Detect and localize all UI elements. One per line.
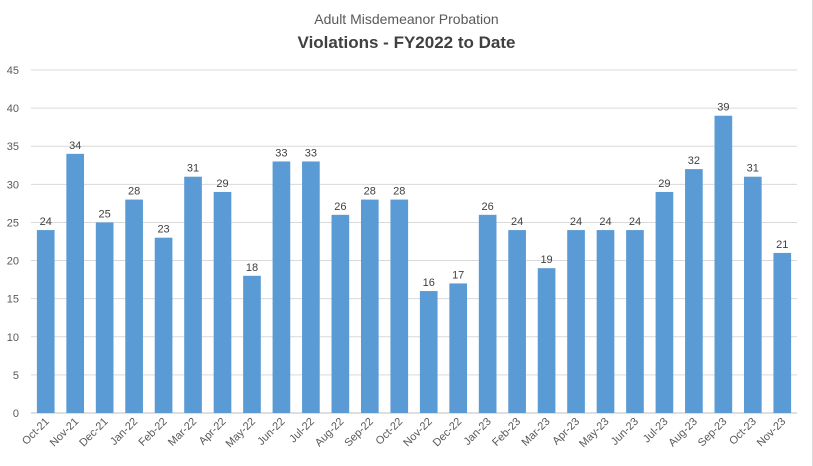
data-label: 31 xyxy=(187,163,199,175)
bar xyxy=(213,191,232,413)
bar xyxy=(714,115,733,413)
data-label: 28 xyxy=(393,186,405,198)
bar xyxy=(655,191,674,413)
data-label: 24 xyxy=(570,216,582,228)
bar xyxy=(449,283,468,413)
x-tick-label: Nov-21 xyxy=(48,416,82,450)
data-label: 16 xyxy=(423,277,435,289)
data-label: 32 xyxy=(688,155,700,167)
y-tick-label: 5 xyxy=(13,370,19,382)
data-label: 33 xyxy=(305,147,317,159)
data-label: 23 xyxy=(157,224,169,236)
y-tick-label: 15 xyxy=(7,294,19,306)
y-tick-label: 35 xyxy=(7,141,19,153)
x-tick-label: Feb-22 xyxy=(137,416,170,449)
x-tick-label: Jun-22 xyxy=(255,416,287,448)
x-tick-label: Jan-22 xyxy=(108,416,140,448)
data-label: 29 xyxy=(216,178,228,190)
x-tick-label: May-22 xyxy=(224,416,258,450)
bar xyxy=(478,214,497,413)
y-tick-label: 0 xyxy=(13,408,19,420)
x-tick-label: Aug-23 xyxy=(666,416,700,450)
data-label: 24 xyxy=(40,216,52,228)
x-tick-label: Oct-23 xyxy=(727,416,759,448)
x-tick-label: Nov-23 xyxy=(755,416,789,450)
data-label: 18 xyxy=(246,262,258,274)
bar xyxy=(626,230,644,413)
x-tick-label: Dec-21 xyxy=(77,416,111,450)
bar xyxy=(743,176,762,413)
data-label: 39 xyxy=(717,102,729,114)
x-tick-label: Jan-23 xyxy=(462,416,494,448)
bar xyxy=(685,169,703,413)
bar xyxy=(419,291,438,413)
chart-title: Violations - FY2022 to Date xyxy=(297,33,516,52)
y-tick-label: 25 xyxy=(7,217,19,229)
bar xyxy=(36,230,55,413)
x-tick-label: Nov-22 xyxy=(401,416,435,450)
data-label: 31 xyxy=(747,163,759,175)
x-tick-label: Dec-22 xyxy=(431,416,465,450)
bar xyxy=(302,161,320,413)
bar xyxy=(184,176,202,413)
data-label: 33 xyxy=(275,147,287,159)
bar xyxy=(508,230,526,413)
bar xyxy=(773,252,792,413)
data-label: 28 xyxy=(364,186,376,198)
bar xyxy=(390,199,409,413)
data-label: 28 xyxy=(128,186,140,198)
bar xyxy=(243,275,261,413)
bar xyxy=(125,199,143,413)
data-label: 34 xyxy=(69,140,81,152)
bar xyxy=(66,153,85,413)
data-label: 24 xyxy=(599,216,611,228)
data-label: 24 xyxy=(629,216,641,228)
x-tick-label: Jun-23 xyxy=(609,416,641,448)
data-label: 26 xyxy=(334,201,346,213)
data-label: 19 xyxy=(540,254,552,266)
x-tick-label: Sep-22 xyxy=(342,416,376,450)
bar xyxy=(537,268,556,413)
x-tick-label: Oct-22 xyxy=(374,416,406,448)
x-tick-label: Sep-23 xyxy=(696,416,730,450)
bar xyxy=(331,214,350,413)
x-tick-label: Aug-22 xyxy=(313,416,347,450)
bar xyxy=(567,230,585,413)
bar xyxy=(154,237,173,413)
chart-subtitle: Adult Misdemeanor Probation xyxy=(314,11,499,27)
x-tick-label: May-23 xyxy=(577,416,611,450)
y-tick-label: 20 xyxy=(7,256,19,268)
x-tick-label: Mar-23 xyxy=(520,416,553,449)
y-tick-label: 10 xyxy=(7,332,19,344)
bar xyxy=(95,222,114,413)
y-tick-label: 30 xyxy=(7,179,19,191)
y-tick-label: 40 xyxy=(7,103,19,115)
data-label: 29 xyxy=(658,178,670,190)
bar xyxy=(272,161,291,413)
x-tick-label: Mar-22 xyxy=(166,416,199,449)
data-label: 26 xyxy=(482,201,494,213)
bar xyxy=(596,230,615,413)
y-tick-label: 45 xyxy=(7,65,19,77)
data-label: 25 xyxy=(99,208,111,220)
data-label: 21 xyxy=(776,239,788,251)
bar xyxy=(360,199,379,413)
data-label: 17 xyxy=(452,269,464,281)
data-label: 24 xyxy=(511,216,523,228)
x-tick-label: Feb-23 xyxy=(490,416,523,449)
x-tick-label: Oct-21 xyxy=(20,416,52,448)
